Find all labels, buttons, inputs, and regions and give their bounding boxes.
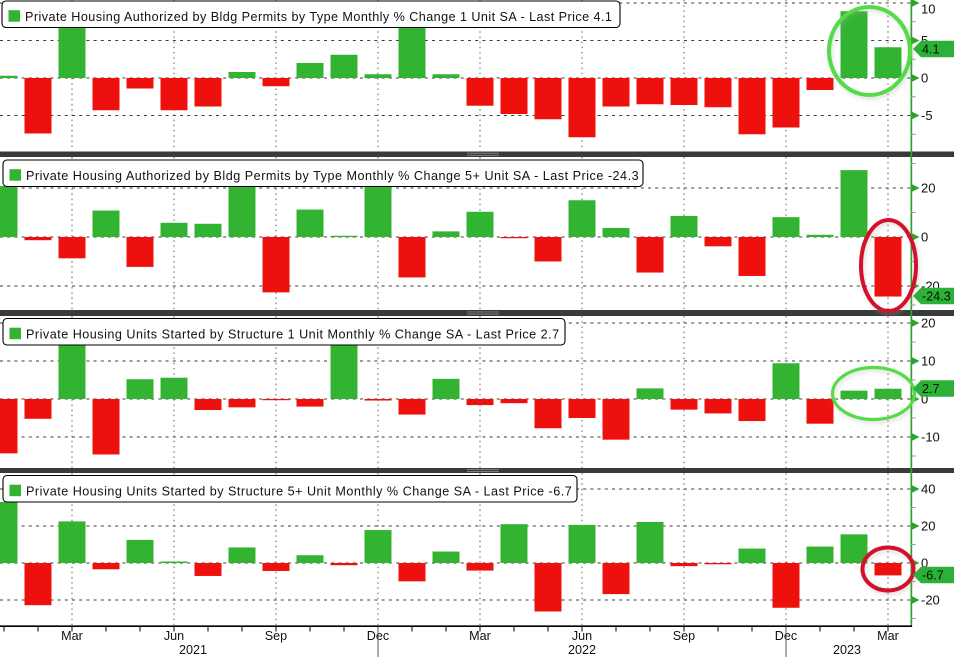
svg-text:-6.7: -6.7 <box>922 569 944 583</box>
svg-text:4.1: 4.1 <box>922 43 940 57</box>
svg-text:2.7: 2.7 <box>922 382 940 396</box>
svg-text:20: 20 <box>921 519 935 534</box>
svg-text:Private Housing Units Started: Private Housing Units Started by Structu… <box>26 484 572 498</box>
svg-text:5: 5 <box>921 33 928 48</box>
svg-text:Private Housing Units Started: Private Housing Units Started by Structu… <box>26 327 560 341</box>
svg-text:Jun: Jun <box>164 629 184 643</box>
svg-text:40: 40 <box>921 482 935 497</box>
svg-text:Private Housing Authorized by: Private Housing Authorized by Bldg Permi… <box>25 10 612 24</box>
svg-text:Jun: Jun <box>572 629 592 643</box>
svg-text:-20: -20 <box>921 593 940 608</box>
svg-text:Private Housing Authorized by: Private Housing Authorized by Bldg Permi… <box>26 169 639 183</box>
svg-text:0: 0 <box>921 392 928 407</box>
svg-text:0: 0 <box>921 556 928 571</box>
svg-text:-5: -5 <box>921 108 933 123</box>
svg-text:2021: 2021 <box>179 643 207 657</box>
svg-text:Mar: Mar <box>469 629 491 643</box>
svg-text:Mar: Mar <box>61 629 83 643</box>
svg-text:Sep: Sep <box>673 629 695 643</box>
svg-text:0: 0 <box>921 230 928 245</box>
svg-text:2022: 2022 <box>568 643 596 657</box>
svg-text:-10: -10 <box>921 430 940 445</box>
svg-text:10: 10 <box>921 354 935 369</box>
svg-text:Sep: Sep <box>265 629 287 643</box>
svg-text:20: 20 <box>921 181 935 196</box>
svg-text:20: 20 <box>921 316 935 331</box>
svg-text:-24.3: -24.3 <box>922 290 951 304</box>
svg-text:2023: 2023 <box>833 643 861 657</box>
svg-text:Mar: Mar <box>877 629 899 643</box>
svg-text:0: 0 <box>921 71 928 86</box>
svg-text:10: 10 <box>921 2 935 17</box>
